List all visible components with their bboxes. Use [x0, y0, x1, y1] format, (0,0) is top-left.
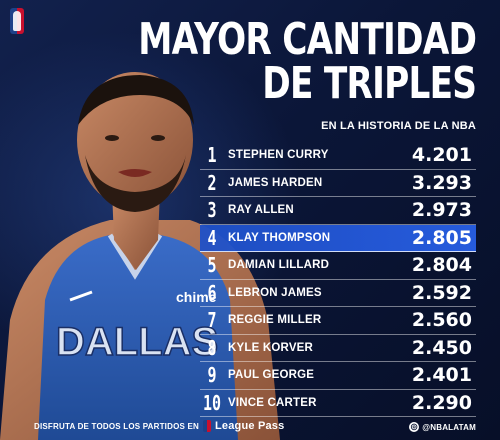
player-name: RAY ALLEN [228, 204, 294, 217]
three-pointers-total: 2.804 [411, 254, 472, 277]
page-title: MAYOR CANTIDAD DE TRIPLES [43, 14, 477, 109]
footer-promo-text: DISFRUTA DE TODOS LOS PARTIDOS EN [34, 421, 199, 431]
ranking-row: 10 VINCE CARTER 2.290 [200, 390, 476, 417]
league-pass-icon [202, 420, 211, 432]
player-name: KYLE KORVER [228, 341, 314, 354]
player-name: LEBRON JAMES [228, 286, 322, 299]
footer: DISFRUTA DE TODOS LOS PARTIDOS EN League… [0, 414, 500, 440]
ranking-row: 8 KYLE KORVER 2.450 [200, 335, 476, 362]
subtitle: EN LA HISTORIA DE LA NBA [321, 120, 476, 132]
ranking-list: 1 STEPHEN CURRY 4.201 2 JAMES HARDEN 3.293 3 RA… [200, 142, 476, 417]
three-pointers-total: 4.201 [411, 144, 472, 167]
rank-number: 8 [207, 335, 217, 360]
jersey-team: DALLAS [56, 320, 218, 364]
ranking-row: 5 DAMIAN LILLARD 2.804 [200, 252, 476, 280]
player-photo: chime DALLAS [0, 70, 280, 440]
rank-number: 3 [207, 198, 217, 223]
ranking-row: 3 RAY ALLEN 2.973 [200, 197, 476, 225]
player-name: VINCE CARTER [228, 396, 317, 409]
nba-logo-icon [10, 8, 24, 34]
player-name: STEPHEN CURRY [228, 149, 329, 162]
ranking-row: 2 JAMES HARDEN 3.293 [200, 170, 476, 197]
three-pointers-total: 2.592 [411, 281, 472, 304]
rank-number: 6 [207, 280, 217, 305]
rank-number: 1 [207, 143, 217, 168]
three-pointers-total: 2.401 [411, 364, 472, 387]
rank-number: 7 [207, 308, 217, 333]
rank-number: 4 [207, 225, 217, 250]
ranking-row: 9 PAUL GEORGE 2.401 [200, 362, 476, 390]
ranking-row: 1 STEPHEN CURRY 4.201 [200, 142, 476, 170]
three-pointers-total: 2.973 [411, 199, 472, 222]
rank-number: 9 [207, 363, 217, 388]
three-pointers-total: 2.805 [411, 226, 472, 249]
title-line-2: DE TRIPLES [262, 58, 477, 109]
instagram-icon: ◎ [409, 422, 420, 432]
rank-number: 10 [203, 390, 222, 415]
player-name: PAUL GEORGE [228, 369, 315, 382]
ranking-row: 4 KLAY THOMPSON 2.805 [200, 224, 476, 252]
player-name: REGGIE MILLER [228, 314, 322, 327]
league-pass-label: League Pass [214, 420, 285, 432]
player-name: JAMES HARDEN [228, 176, 323, 189]
rank-number: 2 [207, 170, 217, 195]
title-line-1: MAYOR CANTIDAD [138, 14, 477, 65]
ranking-row: 7 REGGIE MILLER 2.560 [200, 307, 476, 335]
three-pointers-total: 2.290 [411, 391, 472, 414]
jersey-sponsor: chime [176, 289, 217, 305]
ranking-row: 6 LEBRON JAMES 2.592 [200, 280, 476, 307]
rank-number: 5 [207, 253, 217, 278]
player-name: KLAY THOMPSON [228, 231, 331, 244]
social-handle: @NBALATAM [422, 422, 476, 432]
three-pointers-total: 2.450 [411, 336, 472, 359]
three-pointers-total: 2.560 [411, 309, 472, 332]
player-name: DAMIAN LILLARD [228, 259, 330, 272]
three-pointers-total: 3.293 [411, 171, 472, 194]
